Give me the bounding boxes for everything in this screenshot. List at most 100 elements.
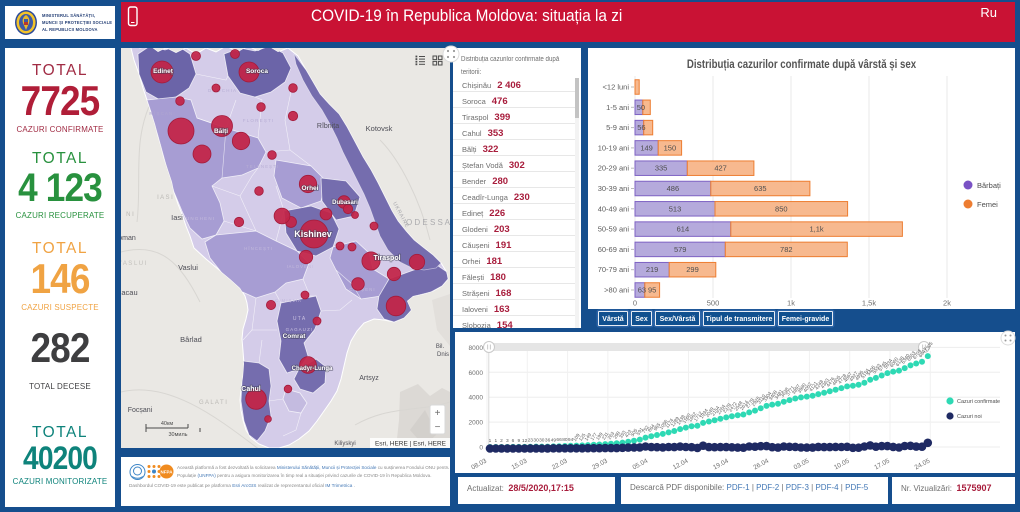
svg-text:60-69 ani: 60-69 ani: [598, 245, 630, 254]
svg-text:6138: 6138: [895, 355, 906, 367]
svg-text:1662: 1662: [687, 411, 698, 423]
svg-text:T E L E N E Ș T I: T E L E N E Ș T I: [246, 164, 278, 169]
svg-text:149: 149: [640, 143, 653, 152]
svg-text:353: 353: [618, 429, 628, 439]
svg-text:4000: 4000: [469, 395, 484, 402]
svg-text:1-5 ani: 1-5 ani: [606, 103, 629, 112]
svg-text:50: 50: [637, 103, 645, 112]
svg-text:4363: 4363: [820, 377, 831, 389]
svg-text:Kotovsk: Kotovsk: [366, 124, 393, 133]
svg-text:Bacau: Bacau: [121, 288, 138, 297]
svg-text:505: 505: [630, 428, 640, 438]
svg-text:614: 614: [677, 225, 690, 234]
svg-text:5553: 5553: [872, 363, 883, 375]
svg-text:15.03: 15.03: [511, 457, 529, 471]
svg-text:10-19 ani: 10-19 ani: [598, 143, 630, 152]
svg-text:Vaslui: Vaslui: [178, 263, 198, 272]
svg-text:591: 591: [636, 426, 646, 436]
svg-text:56: 56: [637, 123, 645, 132]
svg-text:4248: 4248: [814, 379, 825, 391]
svg-text:95: 95: [648, 286, 656, 295]
svg-text:R Î Ș C A N I: R Î Ș C A N I: [149, 110, 174, 116]
svg-text:24.05: 24.05: [914, 457, 932, 471]
svg-text:30миль: 30миль: [168, 432, 187, 438]
svg-text:2k: 2k: [943, 299, 951, 308]
svg-text:3481: 3481: [774, 388, 785, 400]
svg-text:579: 579: [674, 245, 687, 254]
svg-text:335: 335: [655, 164, 668, 173]
svg-text:125: 125: [578, 432, 588, 442]
svg-text:>80 ani: >80 ani: [604, 286, 629, 295]
svg-text:2472: 2472: [728, 401, 739, 413]
svg-text:3408: 3408: [768, 389, 779, 401]
svg-text:0: 0: [479, 445, 483, 452]
svg-text:4927: 4927: [849, 370, 860, 382]
svg-text:30-39 ani: 30-39 ani: [598, 184, 630, 193]
svg-text:G A L A T I: G A L A T I: [199, 400, 227, 406]
svg-text:513: 513: [669, 204, 682, 213]
svg-text:6340: 6340: [900, 353, 911, 365]
svg-text:6060: 6060: [889, 356, 900, 368]
svg-text:2154: 2154: [710, 405, 721, 417]
svg-text:5745: 5745: [877, 360, 888, 372]
svg-text:2049: 2049: [705, 406, 716, 418]
svg-text:−: −: [435, 422, 441, 433]
svg-text:O D E S S A: O D E S S A: [406, 218, 450, 227]
svg-text:1712: 1712: [693, 410, 704, 422]
svg-text:3110: 3110: [756, 393, 767, 405]
svg-text:2: 2: [500, 438, 503, 444]
svg-text:N I: N I: [126, 212, 134, 218]
svg-text:1438: 1438: [676, 414, 687, 426]
svg-text:2264: 2264: [716, 403, 727, 415]
svg-text:1,5k: 1,5k: [862, 299, 876, 308]
svg-text:3: 3: [506, 438, 509, 444]
svg-text:263: 263: [607, 431, 617, 441]
svg-text:H Î N C E Ș T I: H Î N C E Ș T I: [244, 246, 272, 251]
svg-text:Orhei: Orhei: [302, 185, 319, 192]
svg-text:6000: 6000: [469, 370, 484, 377]
svg-text:Iasi: Iasi: [171, 213, 183, 222]
svg-text:Esri, HERE | Esri, HERE: Esri, HERE | Esri, HERE: [375, 441, 447, 448]
svg-text:40км: 40км: [161, 421, 174, 427]
svg-text:F L O R E Ș T I: F L O R E Ș T I: [243, 118, 273, 123]
svg-text:4476: 4476: [826, 376, 837, 388]
svg-text:12: 12: [522, 438, 528, 444]
svg-text:Kishinev: Kishinev: [294, 229, 332, 239]
svg-text:4995: 4995: [854, 369, 865, 381]
svg-text:63: 63: [638, 286, 646, 295]
svg-text:Dubasari: Dubasari: [332, 200, 358, 206]
svg-text:Dnis: Dnis: [437, 352, 449, 358]
svg-text:23: 23: [528, 438, 534, 444]
svg-text:66: 66: [556, 437, 562, 443]
svg-text:40-49 ani: 40-49 ani: [598, 204, 630, 213]
svg-text:49: 49: [551, 437, 557, 443]
svg-text:Cahul: Cahul: [241, 386, 261, 393]
svg-text:Rîbnița: Rîbnița: [317, 123, 339, 130]
svg-text:3897: 3897: [791, 383, 802, 395]
svg-text:70-79 ani: 70-79 ani: [598, 265, 630, 274]
svg-text:2548: 2548: [733, 400, 744, 412]
svg-text:3638: 3638: [780, 386, 791, 398]
svg-text:5154: 5154: [860, 367, 871, 379]
svg-text:08.03: 08.03: [470, 457, 488, 471]
svg-text:80: 80: [562, 437, 568, 443]
svg-text:4121: 4121: [808, 380, 819, 392]
svg-text:C A U Ș E N I: C A U Ș E N I: [349, 287, 374, 292]
svg-text:219: 219: [646, 265, 659, 274]
svg-text:1560: 1560: [682, 412, 693, 424]
svg-text:1289: 1289: [670, 416, 681, 428]
svg-text:1: 1: [489, 438, 492, 444]
svg-text:V A S L U I: V A S L U I: [121, 261, 147, 267]
svg-text:6553: 6553: [906, 350, 917, 362]
svg-text:20-29 ani: 20-29 ani: [598, 164, 630, 173]
svg-text:30: 30: [539, 438, 545, 444]
svg-text:I A L O V E N I: I A L O V E N I: [287, 264, 314, 269]
svg-text:3304: 3304: [762, 391, 773, 403]
svg-text:10.05: 10.05: [833, 457, 851, 471]
svg-text:150: 150: [664, 143, 677, 152]
svg-text:486: 486: [667, 184, 680, 193]
svg-text:850: 850: [775, 204, 788, 213]
svg-text:782: 782: [780, 245, 793, 254]
svg-text:9: 9: [517, 438, 520, 444]
svg-text:26.04: 26.04: [752, 457, 770, 471]
